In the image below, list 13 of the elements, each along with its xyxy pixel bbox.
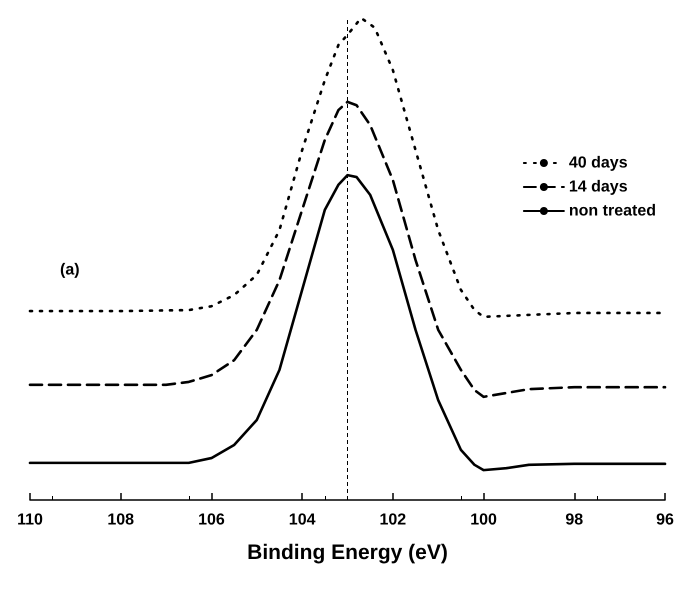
legend-label: 14 days bbox=[568, 178, 628, 196]
x-tick-label: 110 bbox=[17, 512, 44, 528]
annotation: (a) bbox=[60, 262, 80, 278]
x-tick-label: 108 bbox=[107, 512, 134, 528]
x-axis-title: Binding Energy (eV) bbox=[247, 541, 448, 564]
legend-label: 40 days bbox=[568, 154, 628, 172]
legend-label: non treated bbox=[568, 202, 656, 220]
x-tick-label: 102 bbox=[380, 512, 406, 528]
x-tick-label: 104 bbox=[288, 512, 316, 528]
x-tick-label: 98 bbox=[565, 512, 584, 528]
x-tick-label: 106 bbox=[198, 512, 225, 528]
x-tick-label: 100 bbox=[470, 512, 498, 528]
x-tick-label: 96 bbox=[656, 512, 674, 528]
